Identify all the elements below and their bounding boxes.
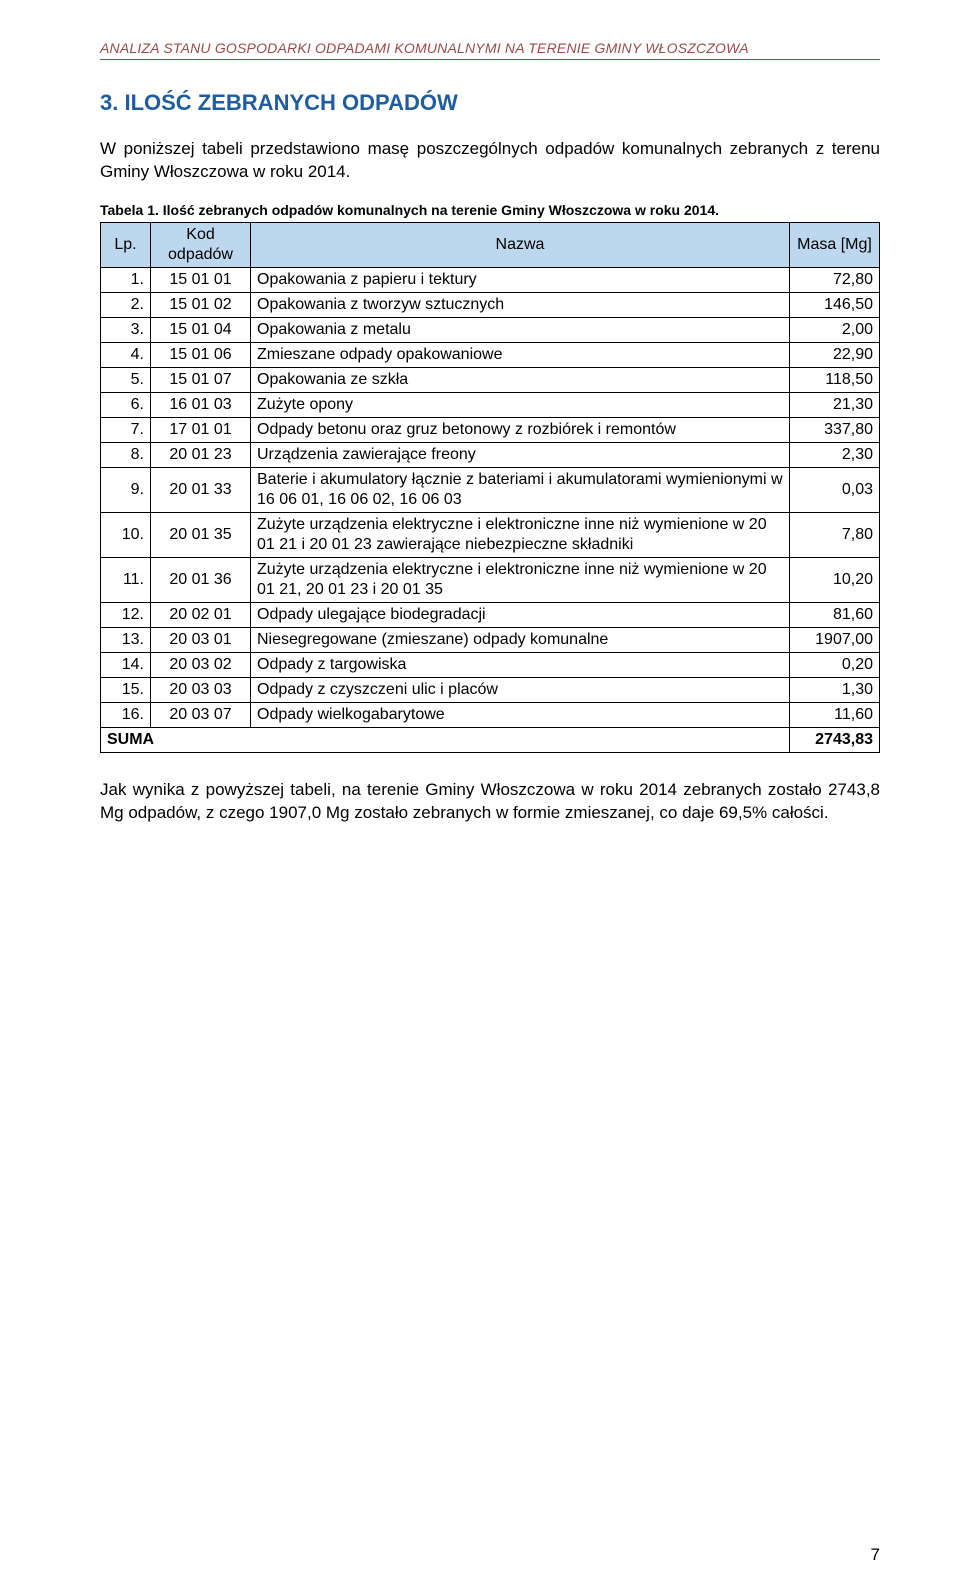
cell-nazwa: Odpady betonu oraz gruz betonowy z rozbi… bbox=[251, 417, 790, 442]
cell-lp: 4. bbox=[101, 342, 151, 367]
cell-masa: 1907,00 bbox=[790, 627, 880, 652]
cell-nazwa: Baterie i akumulatory łącznie z bateriam… bbox=[251, 467, 790, 512]
col-kod: Kod odpadów bbox=[151, 222, 251, 267]
table-row: 10.20 01 35Zużyte urządzenia elektryczne… bbox=[101, 512, 880, 557]
col-lp: Lp. bbox=[101, 222, 151, 267]
cell-kod: 20 01 23 bbox=[151, 442, 251, 467]
cell-masa: 10,20 bbox=[790, 557, 880, 602]
table-row: 1.15 01 01Opakowania z papieru i tektury… bbox=[101, 267, 880, 292]
cell-lp: 5. bbox=[101, 367, 151, 392]
cell-masa: 21,30 bbox=[790, 392, 880, 417]
col-masa: Masa [Mg] bbox=[790, 222, 880, 267]
waste-table: Lp. Kod odpadów Nazwa Masa [Mg] 1.15 01 … bbox=[100, 222, 880, 753]
cell-masa: 22,90 bbox=[790, 342, 880, 367]
cell-masa: 72,80 bbox=[790, 267, 880, 292]
table-body: 1.15 01 01Opakowania z papieru i tektury… bbox=[101, 267, 880, 752]
cell-nazwa: Zużyte opony bbox=[251, 392, 790, 417]
running-head: ANALIZA STANU GOSPODARKI ODPADAMI KOMUNA… bbox=[100, 40, 880, 60]
cell-lp: 13. bbox=[101, 627, 151, 652]
cell-lp: 6. bbox=[101, 392, 151, 417]
cell-masa: 118,50 bbox=[790, 367, 880, 392]
cell-lp: 7. bbox=[101, 417, 151, 442]
table-row: 7.17 01 01Odpady betonu oraz gruz betono… bbox=[101, 417, 880, 442]
cell-kod: 20 03 03 bbox=[151, 677, 251, 702]
cell-lp: 11. bbox=[101, 557, 151, 602]
table-row: 14.20 03 02Odpady z targowiska0,20 bbox=[101, 652, 880, 677]
cell-kod: 15 01 01 bbox=[151, 267, 251, 292]
cell-masa: 1,30 bbox=[790, 677, 880, 702]
sum-label: SUMA bbox=[101, 727, 790, 752]
cell-nazwa: Opakowania z tworzyw sztucznych bbox=[251, 292, 790, 317]
cell-lp: 14. bbox=[101, 652, 151, 677]
page-number: 7 bbox=[871, 1545, 880, 1565]
cell-kod: 15 01 06 bbox=[151, 342, 251, 367]
table-row: 3.15 01 04Opakowania z metalu2,00 bbox=[101, 317, 880, 342]
table-row: 12.20 02 01Odpady ulegające biodegradacj… bbox=[101, 602, 880, 627]
table-row: 15.20 03 03Odpady z czyszczeni ulic i pl… bbox=[101, 677, 880, 702]
cell-nazwa: Odpady z czyszczeni ulic i placów bbox=[251, 677, 790, 702]
table-row: 5.15 01 07Opakowania ze szkła118,50 bbox=[101, 367, 880, 392]
cell-masa: 0,20 bbox=[790, 652, 880, 677]
cell-lp: 10. bbox=[101, 512, 151, 557]
sum-value: 2743,83 bbox=[790, 727, 880, 752]
cell-masa: 7,80 bbox=[790, 512, 880, 557]
cell-masa: 2,00 bbox=[790, 317, 880, 342]
cell-lp: 2. bbox=[101, 292, 151, 317]
table-row: 6.16 01 03Zużyte opony21,30 bbox=[101, 392, 880, 417]
cell-masa: 11,60 bbox=[790, 702, 880, 727]
table-row: 4.15 01 06Zmieszane odpady opakowaniowe2… bbox=[101, 342, 880, 367]
cell-lp: 8. bbox=[101, 442, 151, 467]
cell-lp: 3. bbox=[101, 317, 151, 342]
cell-nazwa: Zużyte urządzenia elektryczne i elektron… bbox=[251, 512, 790, 557]
cell-kod: 20 03 02 bbox=[151, 652, 251, 677]
cell-kod: 20 03 07 bbox=[151, 702, 251, 727]
cell-nazwa: Odpady wielkogabarytowe bbox=[251, 702, 790, 727]
cell-nazwa: Urządzenia zawierające freony bbox=[251, 442, 790, 467]
page: ANALIZA STANU GOSPODARKI ODPADAMI KOMUNA… bbox=[0, 0, 960, 1589]
cell-kod: 20 02 01 bbox=[151, 602, 251, 627]
table-row: 11.20 01 36Zużyte urządzenia elektryczne… bbox=[101, 557, 880, 602]
cell-kod: 16 01 03 bbox=[151, 392, 251, 417]
conclusion-paragraph: Jak wynika z powyższej tabeli, na tereni… bbox=[100, 779, 880, 825]
table-row: 9.20 01 33Baterie i akumulatory łącznie … bbox=[101, 467, 880, 512]
cell-kod: 20 01 35 bbox=[151, 512, 251, 557]
table-row: 8.20 01 23Urządzenia zawierające freony2… bbox=[101, 442, 880, 467]
cell-kod: 20 01 36 bbox=[151, 557, 251, 602]
cell-nazwa: Odpady z targowiska bbox=[251, 652, 790, 677]
cell-kod: 20 03 01 bbox=[151, 627, 251, 652]
cell-masa: 337,80 bbox=[790, 417, 880, 442]
cell-lp: 9. bbox=[101, 467, 151, 512]
cell-lp: 1. bbox=[101, 267, 151, 292]
cell-lp: 16. bbox=[101, 702, 151, 727]
cell-nazwa: Zmieszane odpady opakowaniowe bbox=[251, 342, 790, 367]
table-row: 16.20 03 07Odpady wielkogabarytowe11,60 bbox=[101, 702, 880, 727]
cell-lp: 15. bbox=[101, 677, 151, 702]
cell-nazwa: Niesegregowane (zmieszane) odpady komuna… bbox=[251, 627, 790, 652]
cell-masa: 81,60 bbox=[790, 602, 880, 627]
cell-masa: 2,30 bbox=[790, 442, 880, 467]
cell-nazwa: Zużyte urządzenia elektryczne i elektron… bbox=[251, 557, 790, 602]
table-row: 13.20 03 01Niesegregowane (zmieszane) od… bbox=[101, 627, 880, 652]
cell-nazwa: Opakowania z metalu bbox=[251, 317, 790, 342]
cell-masa: 146,50 bbox=[790, 292, 880, 317]
cell-nazwa: Odpady ulegające biodegradacji bbox=[251, 602, 790, 627]
cell-masa: 0,03 bbox=[790, 467, 880, 512]
cell-kod: 15 01 04 bbox=[151, 317, 251, 342]
table-head: Lp. Kod odpadów Nazwa Masa [Mg] bbox=[101, 222, 880, 267]
table-sum-row: SUMA2743,83 bbox=[101, 727, 880, 752]
intro-paragraph: W poniższej tabeli przedstawiono masę po… bbox=[100, 138, 880, 184]
section-heading: 3. ILOŚĆ ZEBRANYCH ODPADÓW bbox=[100, 90, 880, 116]
cell-kod: 15 01 07 bbox=[151, 367, 251, 392]
cell-nazwa: Opakowania z papieru i tektury bbox=[251, 267, 790, 292]
cell-kod: 20 01 33 bbox=[151, 467, 251, 512]
col-nazwa: Nazwa bbox=[251, 222, 790, 267]
cell-lp: 12. bbox=[101, 602, 151, 627]
table-caption: Tabela 1. Ilość zebranych odpadów komuna… bbox=[100, 202, 880, 218]
cell-nazwa: Opakowania ze szkła bbox=[251, 367, 790, 392]
cell-kod: 17 01 01 bbox=[151, 417, 251, 442]
table-row: 2.15 01 02Opakowania z tworzyw sztucznyc… bbox=[101, 292, 880, 317]
cell-kod: 15 01 02 bbox=[151, 292, 251, 317]
